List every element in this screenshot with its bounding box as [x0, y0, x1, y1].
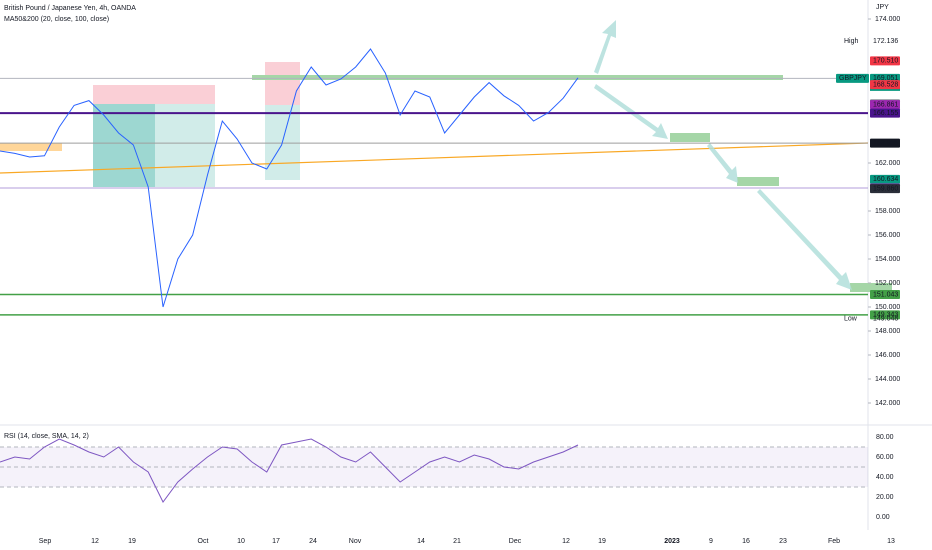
symbol-tag — [836, 73, 869, 83]
price-tag-label: 160.634 — [873, 176, 898, 183]
rsi-label: 40.00 — [876, 474, 894, 481]
time-label: Nov — [349, 538, 362, 545]
time-label: 10 — [237, 538, 245, 545]
target-zone — [93, 104, 155, 187]
arrow-down — [594, 84, 668, 139]
price-tag-label: 172.136 — [873, 38, 898, 45]
price-tag-label: 170.510 — [873, 58, 898, 65]
time-label: 16 — [742, 538, 750, 545]
price-tag-label: 149.343 — [873, 312, 898, 319]
price-tag-label: 168.528 — [873, 82, 898, 89]
rsi-label: 0.00 — [876, 514, 890, 521]
price-tag — [870, 310, 900, 320]
time-label: 24 — [309, 538, 317, 545]
resistance-zone — [252, 75, 783, 80]
time-label: 12 — [562, 538, 570, 545]
price-label: 158.000 — [875, 208, 900, 215]
price-tag-label: 163.655 — [873, 140, 898, 147]
indicator-label: MA50&200 (20, close, 100, close) — [4, 16, 109, 23]
time-label: 12 — [91, 538, 99, 545]
price-tag — [870, 80, 900, 90]
price-label: 162.000 — [875, 160, 900, 167]
price-line — [0, 48, 579, 308]
price-tag-label: 169.051 — [873, 75, 898, 82]
symbol-tag-label: GBPJPY — [839, 75, 867, 82]
rsi-line — [0, 438, 579, 503]
rsi-label: 80.00 — [876, 434, 894, 441]
arrow-down — [757, 189, 852, 290]
time-label: 21 — [453, 538, 461, 545]
symbol-title: British Pound / Japanese Yen, 4h, OANDA — [4, 5, 136, 12]
price-tag-label: 159.860 — [873, 186, 898, 193]
time-label: 17 — [272, 538, 280, 545]
time-label: 23 — [779, 538, 787, 545]
price-tag — [870, 184, 900, 194]
time-label: Dec — [509, 538, 522, 545]
price-tag-label: 166.861 — [873, 102, 898, 109]
rsi-title: RSI (14, close, SMA, 14, 2) — [4, 433, 89, 440]
price-label: 174.000 — [875, 16, 900, 23]
rsi-levels — [0, 446, 868, 488]
price-tag — [870, 56, 900, 66]
price-tag — [870, 138, 900, 148]
extreme-label: High — [844, 38, 859, 45]
time-label: Sep — [39, 538, 52, 545]
time-label: 2023 — [664, 538, 680, 545]
arrows — [594, 20, 852, 290]
price-label: 156.000 — [875, 232, 900, 239]
price-tag-label: 149.048 — [873, 315, 898, 322]
rsi-label: 20.00 — [876, 494, 894, 501]
price-tag — [870, 108, 900, 118]
trend-line — [0, 142, 869, 174]
time-label: 19 — [128, 538, 136, 545]
orange-zone — [0, 143, 62, 151]
price-label: 146.000 — [875, 352, 900, 359]
arrow-down — [707, 143, 738, 183]
time-label: 9 — [709, 538, 713, 545]
stop-zone — [93, 85, 215, 104]
price-label: 154.000 — [875, 256, 900, 263]
price-tag — [870, 100, 900, 110]
price-label: 150.000 — [875, 304, 900, 311]
price-tag-label: 166.155 — [873, 110, 898, 117]
price-label: 148.000 — [875, 328, 900, 335]
price-tag — [870, 174, 900, 184]
rsi-label: 60.00 — [876, 454, 894, 461]
arrow-up — [594, 20, 616, 74]
extreme-label: Low — [844, 315, 858, 322]
currency: JPY — [876, 4, 889, 11]
price-label: 152.000 — [875, 280, 900, 287]
time-label: 13 — [887, 538, 895, 545]
target-box — [670, 133, 710, 142]
target-zone — [155, 104, 215, 187]
time-label: 19 — [598, 538, 606, 545]
time-label: Feb — [828, 538, 840, 545]
target-box — [737, 177, 779, 186]
price-label: 144.000 — [875, 376, 900, 383]
price-tag — [870, 289, 900, 299]
time-label: 14 — [417, 538, 425, 545]
target-box — [850, 283, 892, 292]
price-label: 142.000 — [875, 400, 900, 407]
price-tag-label: 151.043 — [873, 291, 898, 298]
time-label: Oct — [198, 538, 209, 545]
